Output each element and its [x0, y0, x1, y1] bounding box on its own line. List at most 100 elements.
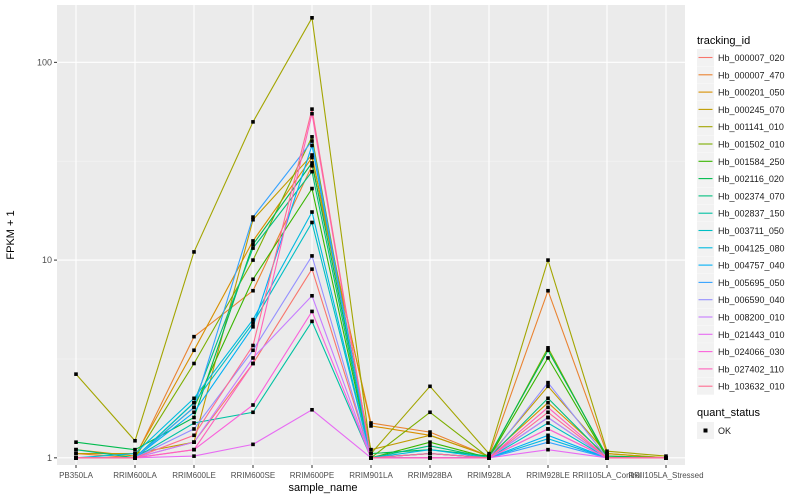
data-point: [251, 217, 255, 222]
legend-label: OK: [718, 426, 731, 436]
data-point: [251, 246, 255, 250]
y-axis: 1 10 100: [37, 57, 57, 463]
x-tick-label: RRIM600LE: [172, 471, 216, 480]
data-point: [251, 288, 255, 293]
legend-title: quant_status: [697, 407, 760, 419]
data-point: [251, 258, 255, 262]
y-tick-label: 10: [42, 255, 52, 265]
legend-label: Hb_004757_040: [718, 261, 785, 271]
data-point: [192, 405, 196, 410]
data-point: [428, 451, 432, 456]
legend-point-icon: [703, 428, 708, 433]
legend-label: Hb_103632_010: [718, 382, 785, 392]
data-point: [192, 361, 196, 366]
data-point: [369, 451, 373, 456]
legend-label: Hb_003711_050: [718, 226, 784, 236]
data-point: [546, 396, 550, 401]
data-point: [192, 427, 196, 431]
data-point: [192, 250, 196, 254]
data-point: [546, 410, 550, 415]
data-point: [546, 384, 550, 389]
data-point: [310, 407, 314, 412]
data-point: [369, 424, 373, 428]
x-tick-label: RRIM600PE: [290, 471, 334, 480]
data-point: [428, 384, 432, 389]
data-point: [310, 161, 314, 165]
legend-label: Hb_001584_250: [718, 157, 785, 167]
x-tick-label: RRIM928LE: [526, 471, 570, 480]
data-point: [369, 447, 373, 452]
data-point: [310, 111, 314, 116]
data-point: [310, 135, 314, 139]
legend-tracking-id: tracking_id Hb_000007_020 Hb_000007_470 Hb…: [697, 35, 785, 395]
data-points: [74, 15, 668, 460]
data-point: [428, 430, 432, 434]
data-point: [310, 186, 314, 191]
legend-quant-status: quant_status OK: [697, 407, 760, 439]
y-tick-label: 100: [37, 57, 52, 67]
data-point: [428, 440, 432, 444]
data-point: [192, 396, 196, 401]
data-point: [546, 447, 550, 452]
data-point: [310, 220, 314, 225]
data-point: [428, 444, 432, 448]
y-tick-label: 1: [47, 453, 52, 463]
data-point: [251, 343, 255, 348]
data-point: [192, 433, 196, 438]
data-point: [546, 400, 550, 405]
data-point: [310, 143, 314, 148]
data-point: [546, 380, 550, 385]
x-tick-label: RRIM901LA: [349, 471, 393, 480]
data-point: [546, 415, 550, 420]
data-point: [605, 451, 609, 456]
data-point: [310, 15, 314, 20]
y-axis-title: FPKM + 1: [5, 210, 17, 259]
data-point: [74, 451, 78, 456]
data-point: [74, 440, 78, 444]
data-point: [546, 405, 550, 410]
data-point: [605, 449, 609, 454]
data-point: [192, 348, 196, 353]
legend-label: Hb_000007_020: [718, 53, 785, 63]
data-point: [251, 410, 255, 415]
data-point: [605, 456, 609, 460]
data-point: [251, 239, 255, 243]
data-point: [546, 440, 550, 444]
data-point: [487, 456, 491, 460]
data-point: [546, 348, 550, 353]
legend-label: Hb_005695_050: [718, 278, 785, 288]
legend-label: Hb_002837_150: [718, 209, 785, 219]
data-point: [310, 309, 314, 314]
legend-label: Hb_000201_050: [718, 88, 785, 98]
x-tick-label: RRIM928BA: [408, 471, 453, 480]
data-point: [310, 155, 314, 160]
data-point: [133, 438, 137, 443]
data-point: [310, 319, 314, 324]
data-point: [133, 456, 137, 460]
x-tick-label: RRIM600SE: [231, 471, 275, 480]
data-point: [310, 169, 314, 174]
data-point: [192, 454, 196, 458]
legend-label: Hb_021443_010: [718, 330, 785, 340]
data-point: [251, 348, 255, 353]
data-point: [428, 456, 432, 460]
data-point: [251, 361, 255, 366]
data-point: [546, 436, 550, 441]
data-point: [428, 410, 432, 415]
x-axis-title: sample_name: [288, 482, 357, 494]
legend-label: Hb_006590_040: [718, 295, 785, 305]
data-point: [546, 258, 550, 262]
legend-label: Hb_004125_080: [718, 243, 785, 253]
data-point: [310, 254, 314, 258]
data-point: [133, 451, 137, 456]
data-point: [74, 447, 78, 452]
x-tick-label: RRIM600LA: [113, 471, 157, 480]
x-tick-label: RRIM928LA: [467, 471, 511, 480]
data-point: [369, 456, 373, 460]
data-point: [310, 139, 314, 143]
data-point: [310, 293, 314, 298]
data-point: [192, 415, 196, 420]
data-point: [310, 210, 314, 214]
data-point: [487, 451, 491, 456]
